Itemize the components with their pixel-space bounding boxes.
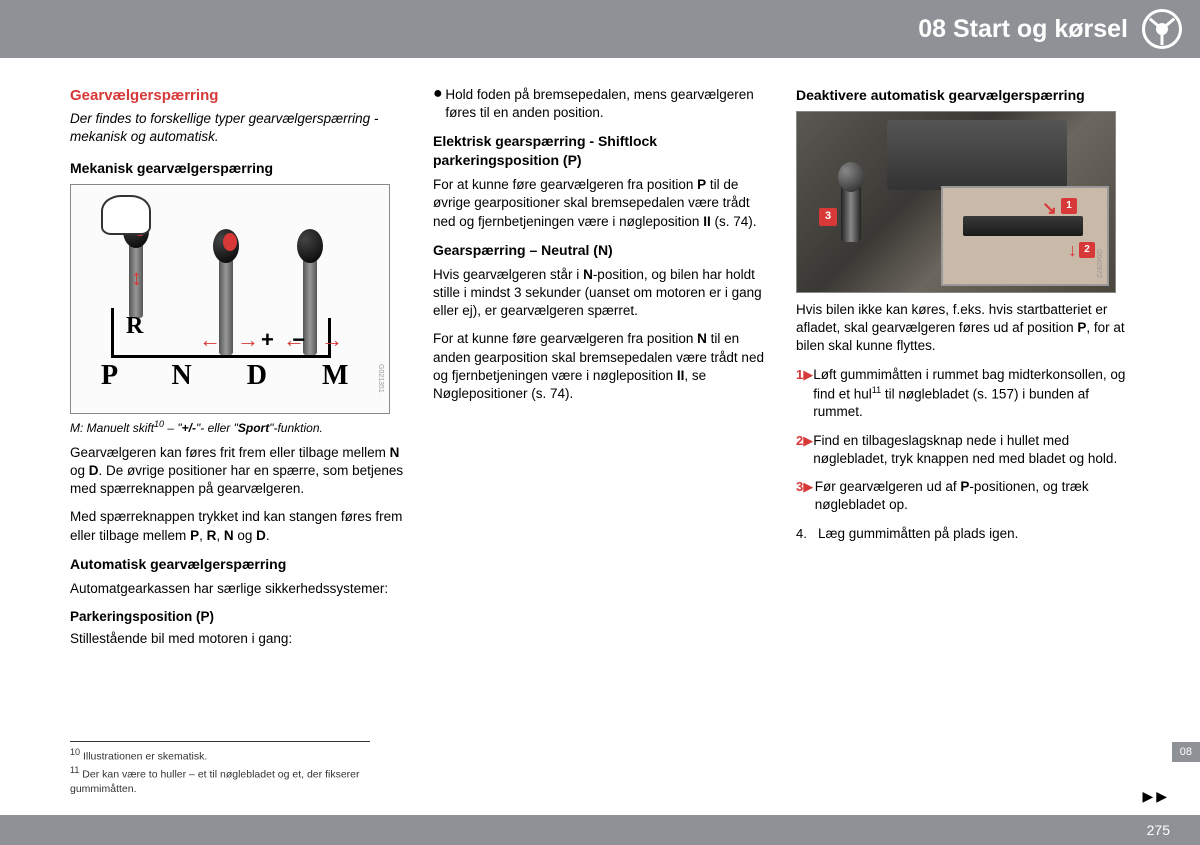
step-4-text: Læg gummimåtten på plads igen.	[818, 525, 1018, 543]
inset-callout-1: 1	[1061, 198, 1077, 214]
subheading-shiftlock: Elektrisk gearspærring - Shiftlock parke…	[433, 132, 768, 170]
photo-code: G042972	[1094, 249, 1103, 278]
para-free-move: Gearvælgeren kan føres frit frem eller t…	[70, 444, 405, 499]
section-heading: Gearvælgerspærring	[70, 86, 405, 106]
bullet-text: Hold foden på bremsepedalen, mens gearvæ…	[445, 86, 768, 122]
column-2: ● Hold foden på bremsepedalen, mens gear…	[433, 86, 768, 658]
content-area: Gearvælgerspærring Der findes to forskel…	[0, 58, 1200, 658]
diagram-code: G021351	[376, 364, 385, 393]
photo-callout-3: 3	[819, 208, 837, 226]
step-4-badge: 4.	[796, 525, 818, 543]
diagram-caption: M: Manuelt skift10 – "+/-"- eller "Sport…	[70, 418, 405, 436]
chapter-title: 08 Start og kørsel	[918, 15, 1128, 44]
para-safety: Automatgearkassen har særlige sikkerheds…	[70, 580, 405, 598]
photo-inset: 1 ↘ 2 ↓ G042972	[941, 186, 1109, 286]
intro-text: Der findes to forskellige typer gearvælg…	[70, 110, 405, 146]
step-1-badge: 1▶	[796, 366, 813, 422]
continue-arrows: ▶▶	[1142, 788, 1170, 805]
para-cannot-drive: Hvis bilen ikke kan køres, f.eks. hvis s…	[796, 301, 1131, 356]
gearshift-diagram: ↕ ← → ← → R + − P N D M G021351	[70, 184, 390, 414]
page-number: 275	[1147, 822, 1170, 838]
step-3-badge: 3▶	[796, 478, 815, 514]
step-3-text: Før gearvælgeren ud af P-positionen, og …	[815, 478, 1131, 514]
para-neutral-unlock: For at kunne føre gearvælgeren fra posit…	[433, 330, 768, 403]
step-2: 2▶ Find en tilbageslagsknap nede i hulle…	[796, 432, 1131, 468]
subheading-mekanisk: Mekanisk gearvælgerspærring	[70, 159, 405, 178]
diagram-plus: + −	[261, 325, 305, 355]
column-3: Deaktivere automatisk gearvælgerspærring…	[796, 86, 1131, 658]
diagram-r-label: R	[126, 310, 143, 342]
subheading-deaktivere: Deaktivere automatisk gearvælgerspærring	[796, 86, 1131, 105]
bullet-dot: ●	[433, 86, 445, 122]
step-2-badge: 2▶	[796, 432, 813, 468]
subheading-parkering: Parkeringsposition (P)	[70, 608, 405, 626]
step-2-text: Find en tilbageslagsknap nede i hullet m…	[813, 432, 1131, 468]
step-3: 3▶ Før gearvælgeren ud af P-positionen, …	[796, 478, 1131, 514]
column-1: Gearvælgerspærring Der findes to forskel…	[70, 86, 405, 658]
footnotes: 10 Illustrationen er skematisk. 11 Der k…	[70, 741, 370, 797]
page-header: 08 Start og kørsel	[0, 0, 1200, 58]
page-footer: 275	[0, 815, 1200, 845]
step-1-text: Løft gummimåtten i rummet bag midterkons…	[813, 366, 1131, 422]
bullet-brake: ● Hold foden på bremsepedalen, mens gear…	[433, 86, 768, 122]
interior-photo: 3 1 ↘ 2 ↓ G042972	[796, 111, 1116, 293]
para-neutral-lock: Hvis gearvælgeren står i N-position, og …	[433, 266, 768, 321]
para-shiftlock-p: For at kunne føre gearvælgeren fra posit…	[433, 176, 768, 231]
subheading-automatisk: Automatisk gearvælgerspærring	[70, 555, 405, 574]
diagram-pndm: P N D M	[101, 357, 372, 395]
step-4: 4. Læg gummimåtten på plads igen.	[796, 525, 1131, 543]
para-standing: Stillestående bil med motoren i gang:	[70, 630, 405, 648]
subheading-neutral: Gearspærring – Neutral (N)	[433, 241, 768, 260]
para-lock-button: Med spærreknappen trykket ind kan stange…	[70, 508, 405, 544]
step-1: 1▶ Løft gummimåtten i rummet bag midterk…	[796, 366, 1131, 422]
chapter-tab: 08	[1172, 742, 1200, 762]
steering-wheel-icon	[1142, 9, 1182, 49]
